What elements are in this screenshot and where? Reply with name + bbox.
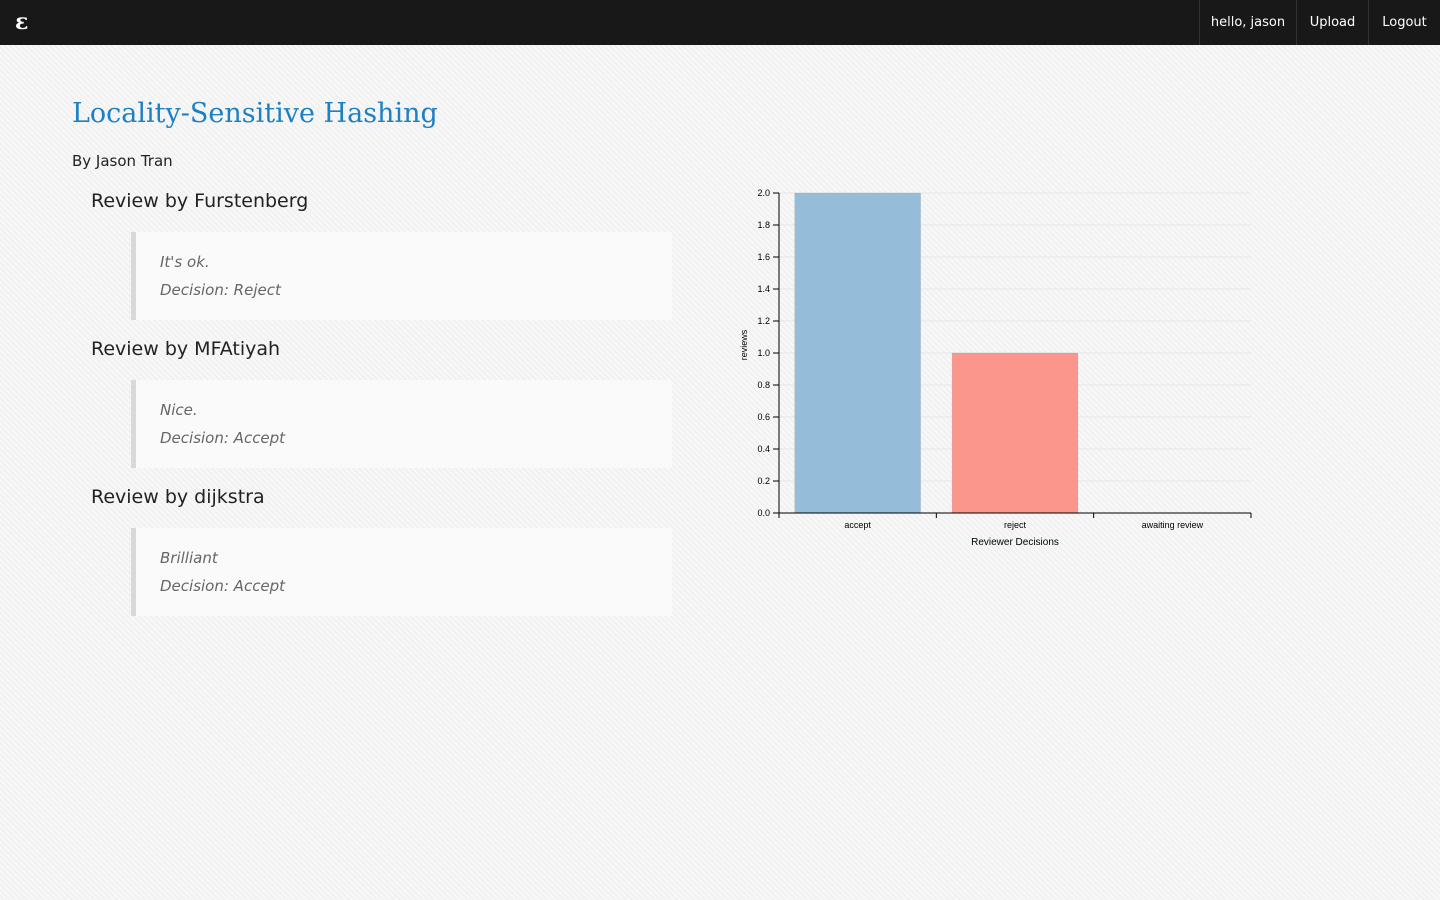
review-heading: Review by Furstenberg [91,190,309,212]
bar-accept [794,192,921,514]
review-comment: Brilliant [160,549,218,567]
reviews-list: Review by Furstenberg It's ok. Decision:… [91,184,673,628]
x-tick-label: awaiting review [1142,520,1204,530]
upload-link[interactable]: Upload [1296,0,1368,45]
chart-axes: 0.0 0.2 0.4 0.6 0.8 1.0 1.2 1.4 1.6 1.8 2.0 accept r… [757,188,1252,530]
review-decision: Decision: Accept [160,577,286,595]
y-tick-label: 0.0 [757,508,770,518]
review-heading: Review by dijkstra [91,486,265,508]
y-tick-label: 0.2 [757,476,770,486]
review-decision: Decision: Reject [160,281,281,299]
y-tick-label: 1.8 [757,220,770,230]
y-tick-label: 2.0 [757,188,770,198]
x-axis-label: Reviewer Decisions [971,537,1059,548]
paper-author: By Jason Tran [72,152,173,170]
x-tick-label: accept [844,520,871,530]
review-comment: Nice. [160,401,198,419]
paper-title: Locality-Sensitive Hashing [72,98,438,129]
review-heading: Review by MFAtiyah [91,338,281,360]
top-navbar: ε hello, jason Upload Logout [0,0,1440,45]
y-tick-label: 1.0 [757,348,770,358]
decision-chart: 0.0 0.2 0.4 0.6 0.8 1.0 1.2 1.4 1.6 1.8 2.0 accept r… [730,180,1270,560]
x-tick-label: reject [1004,520,1027,530]
review-decision: Decision: Accept [160,429,286,447]
brand-logo[interactable]: ε [15,9,29,35]
y-tick-label: 0.4 [757,444,770,454]
y-axis-label: reviews [739,329,749,360]
review-quote: Nice. Decision: Accept [131,380,672,468]
review-comment: It's ok. [160,253,210,271]
y-tick-label: 1.2 [757,316,770,326]
review-quote: It's ok. Decision: Reject [131,232,672,320]
review-quote: Brilliant Decision: Accept [131,528,672,616]
review-item: Review by MFAtiyah Nice. Decision: Accep… [91,332,673,480]
y-tick-label: 0.6 [757,412,770,422]
bar-reject [951,352,1079,514]
y-tick-label: 1.6 [757,252,770,262]
review-item: Review by Furstenberg It's ok. Decision:… [91,184,673,332]
user-greeting-link[interactable]: hello, jason [1199,0,1296,45]
chart-bars [794,192,1079,514]
decision-bar-chart: 0.0 0.2 0.4 0.6 0.8 1.0 1.2 1.4 1.6 1.8 2.0 accept r… [739,188,1252,548]
y-tick-label: 0.8 [757,380,770,390]
y-tick-label: 1.4 [757,284,770,294]
logout-link[interactable]: Logout [1368,0,1440,45]
nav-menu: hello, jason Upload Logout [1199,0,1440,45]
review-item: Review by dijkstra Brilliant Decision: A… [91,480,673,628]
